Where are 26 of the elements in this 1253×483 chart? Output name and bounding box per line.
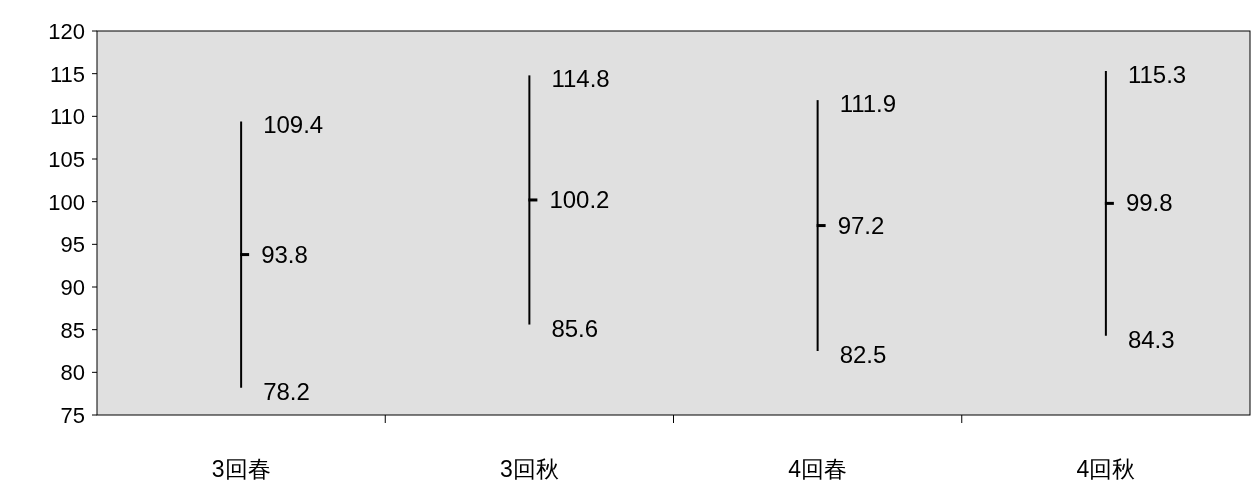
annotation: 85.6 [551,314,599,342]
annotation: 82.5 [839,341,887,368]
x-tick-label: 4回秋 [1076,456,1136,482]
annotation: 84.3 [1127,325,1175,353]
y-tick-label: 75 [60,403,85,428]
x-tick-label: 3回春 [211,456,271,482]
y-tick-label: 90 [60,275,85,300]
annotation: 115.3 [1127,61,1187,89]
data-label: 93.8 [261,240,308,268]
data-label: 97.2 [837,211,885,239]
y-tick-label: 110 [49,104,85,130]
y-tick-label: 95 [60,232,85,258]
y-tick-label: 85 [60,317,85,343]
data-label: 99.8 [1125,189,1173,217]
y-tick-label: 100 [48,189,85,215]
annotation: 78.2 [263,377,310,405]
y-tick-label: 80 [60,360,85,386]
annotation: 109.4 [263,111,324,139]
data-label: 100.2 [549,185,610,213]
x-tick-label: 3回秋 [499,456,559,482]
y-tick-label: 115 [49,61,85,87]
annotation: 111.9 [839,90,897,118]
y-tick-label: 120 [48,19,85,44]
x-tick-label: 4回春 [788,456,848,482]
y-tick-label: 105 [48,147,85,172]
annotation: 114.8 [551,65,610,93]
